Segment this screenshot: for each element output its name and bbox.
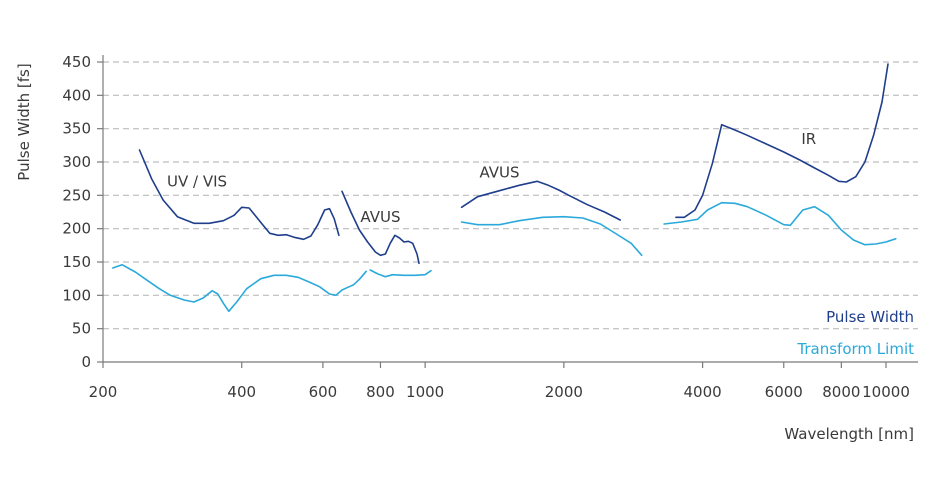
- annotation-label: IR: [801, 130, 816, 148]
- y-axis: 0 50 100 150 200 250 300 350 400 450: [62, 53, 104, 371]
- x-tick-label: 4000: [684, 383, 722, 401]
- series-lines: [112, 63, 897, 313]
- x-axis: 200 400 600 800 1000 2000 4000 6000 8000 10000: [89, 361, 918, 401]
- series-line-transform-limit: [460, 215, 643, 257]
- y-tick-label: 400: [62, 86, 91, 104]
- x-tick-label: 400: [227, 383, 256, 401]
- series-line-transform-limit: [369, 269, 432, 278]
- y-axis-label: Pulse Width [fs]: [15, 63, 33, 180]
- y-tick-label: 150: [62, 253, 91, 271]
- x-tick-label: 10000: [862, 383, 910, 401]
- series-line-pulse-width: [138, 149, 340, 241]
- annotation-label: AVUS: [360, 208, 400, 226]
- series-line-pulse-width: [341, 190, 420, 265]
- x-axis-label: Wavelength [nm]: [784, 425, 914, 443]
- series-line-pulse-width: [675, 63, 889, 219]
- y-tick-label: 350: [62, 120, 91, 138]
- y-tick-label: 0: [81, 353, 91, 371]
- x-tick-label: 600: [309, 383, 338, 401]
- annotation-label: UV / VIS: [167, 173, 227, 191]
- x-tick-label: 200: [89, 383, 118, 401]
- series-line-transform-limit: [663, 201, 897, 246]
- y-tick-label: 450: [62, 53, 91, 71]
- x-tick-label: 6000: [765, 383, 803, 401]
- annotation-label: AVUS: [479, 163, 519, 181]
- gridlines: [103, 61, 918, 330]
- y-tick-label: 50: [72, 320, 91, 338]
- legend-pulse-width: Pulse Width: [826, 308, 914, 326]
- annotations: UV / VIS AVUS AVUS IR: [167, 130, 816, 226]
- series-line-transform-limit: [112, 263, 367, 313]
- x-tick-label: 2000: [545, 383, 583, 401]
- y-tick-label: 250: [62, 186, 91, 204]
- legend-transform-limit: Transform Limit: [796, 340, 914, 358]
- y-tick-label: 200: [62, 220, 91, 238]
- y-tick-label: 300: [62, 153, 91, 171]
- x-tick-label: 1000: [406, 383, 444, 401]
- x-tick-label: 8000: [822, 383, 860, 401]
- x-tick-label: 800: [366, 383, 395, 401]
- y-tick-label: 100: [62, 286, 91, 304]
- series-line-pulse-width: [460, 180, 621, 221]
